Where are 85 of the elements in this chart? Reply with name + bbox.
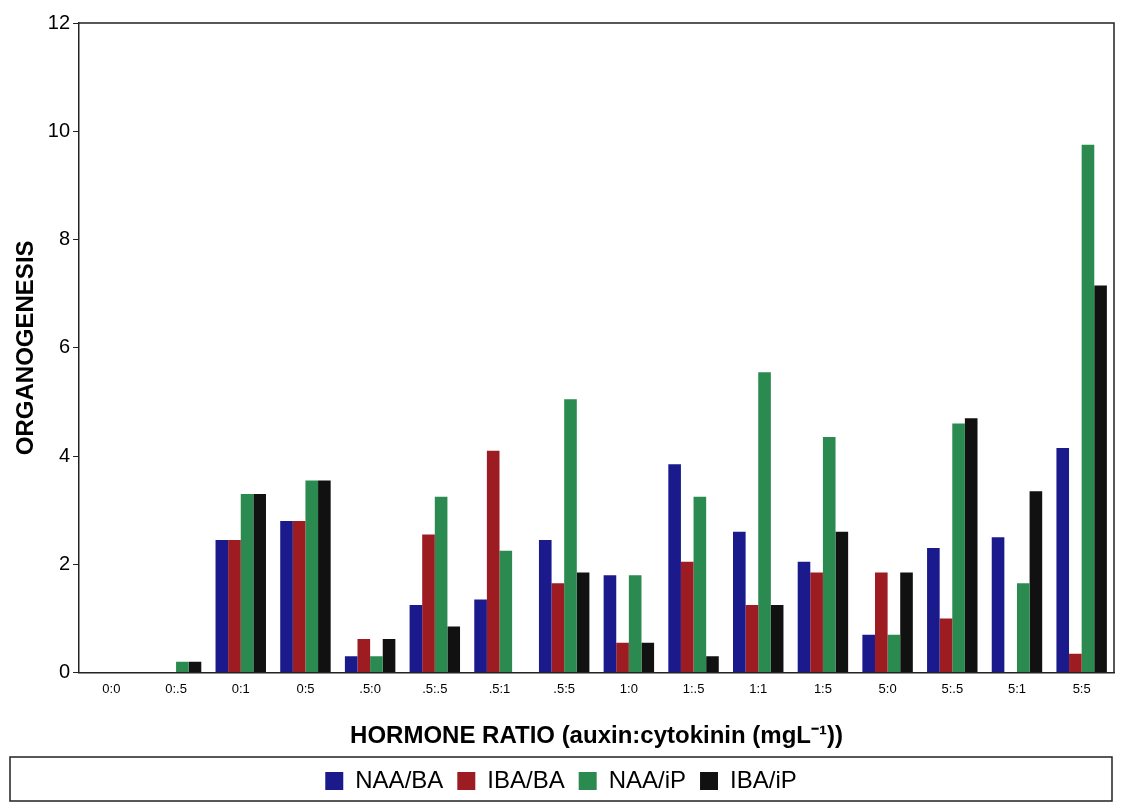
x-tick-label: 5:0 bbox=[878, 680, 897, 696]
bar bbox=[474, 599, 487, 673]
x-tick-label: 5:5 bbox=[1072, 680, 1091, 696]
x-axis-title: HORMONE RATIO (auxin:cytokinin (mgL⁻¹)) bbox=[350, 721, 843, 749]
legend-label: IBA/BA bbox=[487, 765, 565, 793]
y-axis-title: ORGANOGENESIS bbox=[11, 240, 39, 456]
bar bbox=[434, 496, 448, 673]
bar bbox=[228, 539, 241, 673]
bar bbox=[240, 493, 254, 673]
bar bbox=[422, 534, 435, 673]
bar bbox=[318, 480, 331, 673]
bar bbox=[409, 604, 423, 673]
bar bbox=[887, 634, 901, 673]
y-tick-label: 6 bbox=[58, 335, 71, 358]
bar bbox=[862, 634, 875, 673]
bar bbox=[305, 480, 319, 673]
bar bbox=[370, 656, 383, 673]
y-tick-label: 12 bbox=[47, 10, 71, 33]
y-tick-label: 4 bbox=[58, 443, 71, 466]
bar bbox=[797, 561, 811, 673]
bar bbox=[628, 575, 642, 673]
x-tick-label: .5:1 bbox=[488, 680, 511, 696]
legend-label: IBA/iP bbox=[730, 765, 797, 793]
bar bbox=[1056, 447, 1070, 673]
bar bbox=[188, 661, 202, 673]
bar bbox=[706, 656, 719, 673]
bar bbox=[991, 537, 1005, 673]
bar bbox=[745, 604, 759, 673]
bar bbox=[1069, 653, 1082, 673]
bar bbox=[292, 521, 306, 673]
bar bbox=[874, 572, 888, 673]
x-tick-label: 0:1 bbox=[231, 680, 250, 696]
bar bbox=[499, 550, 513, 673]
x-tick-label: .5:5 bbox=[553, 680, 576, 696]
bar bbox=[964, 418, 978, 673]
bar bbox=[758, 372, 771, 673]
legend-label: NAA/BA bbox=[355, 765, 444, 793]
legend-label: NAA/iP bbox=[608, 765, 687, 793]
bar bbox=[1094, 285, 1107, 673]
x-tick-label: 5:1 bbox=[1007, 680, 1027, 696]
bar bbox=[693, 496, 707, 673]
bar bbox=[1081, 144, 1095, 673]
bar bbox=[486, 450, 500, 673]
bar bbox=[939, 618, 953, 673]
bar bbox=[900, 572, 913, 673]
bar bbox=[382, 639, 396, 673]
bar bbox=[538, 539, 552, 673]
bar bbox=[344, 656, 358, 673]
bar bbox=[1016, 583, 1030, 673]
bar bbox=[927, 548, 940, 673]
y-tick-label: 2 bbox=[58, 551, 71, 574]
bar bbox=[280, 521, 293, 673]
bar bbox=[770, 604, 784, 673]
bar bbox=[641, 642, 655, 673]
y-tick-label: 10 bbox=[47, 118, 71, 141]
bar bbox=[564, 399, 577, 673]
bar bbox=[603, 575, 617, 673]
x-tick-label: 1:.5 bbox=[682, 680, 705, 696]
bar bbox=[215, 539, 229, 673]
bar bbox=[822, 437, 836, 673]
x-tick-label: 1:5 bbox=[813, 680, 832, 696]
x-tick-label: 5:.5 bbox=[941, 680, 964, 696]
x-tick-label: .5:0 bbox=[359, 680, 381, 696]
x-tick-label: 0:.5 bbox=[165, 680, 187, 696]
bar bbox=[253, 493, 266, 673]
bar bbox=[447, 626, 461, 673]
bar bbox=[551, 583, 565, 673]
x-tick-label: 1:1 bbox=[749, 680, 768, 696]
bar bbox=[668, 464, 681, 673]
bar bbox=[1029, 491, 1043, 673]
bar bbox=[733, 531, 746, 673]
bar bbox=[576, 572, 590, 673]
bar bbox=[357, 639, 371, 673]
x-tick-label: 0:5 bbox=[296, 680, 315, 696]
x-tick-label: 1:0 bbox=[619, 680, 638, 696]
x-tick-label: .5:.5 bbox=[422, 680, 448, 696]
x-tick-label: 0:0 bbox=[102, 680, 121, 696]
y-tick-label: 8 bbox=[58, 227, 71, 250]
bar bbox=[952, 423, 965, 673]
bar bbox=[616, 642, 629, 673]
y-tick-label: 0 bbox=[58, 660, 71, 683]
bar bbox=[835, 531, 849, 673]
bar bbox=[810, 572, 823, 673]
bar bbox=[680, 561, 694, 673]
bar bbox=[176, 661, 189, 673]
